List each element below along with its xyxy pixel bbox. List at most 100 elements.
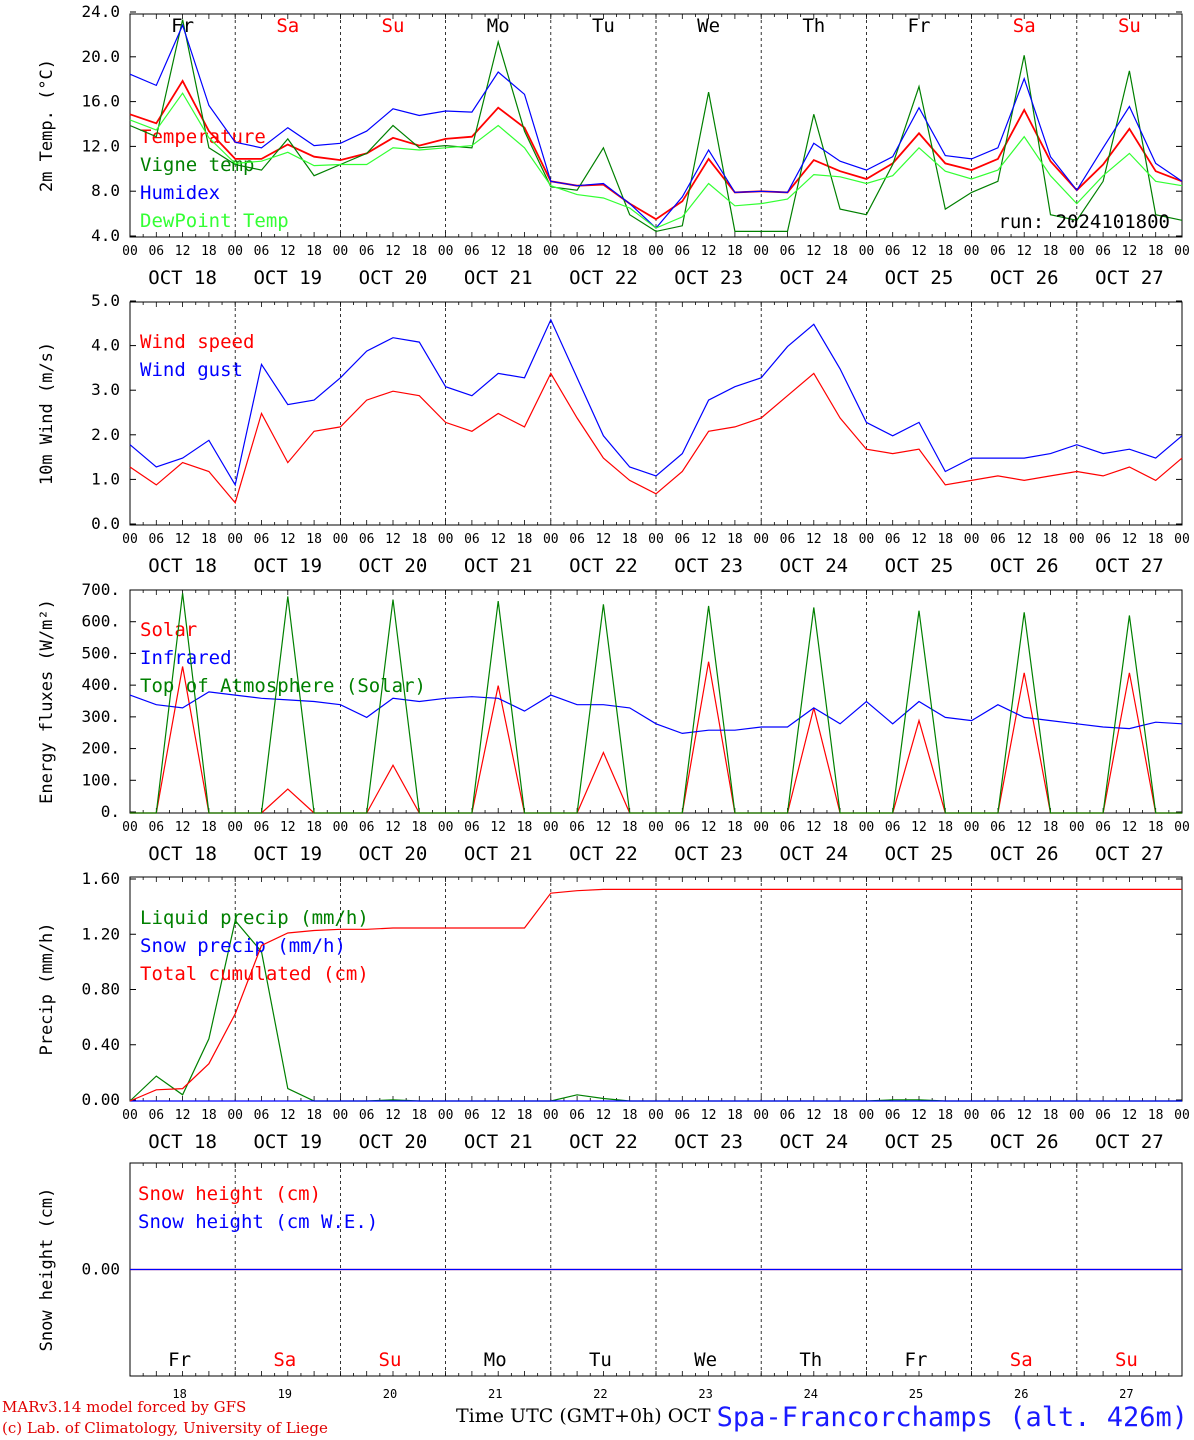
date-label: OCT 22	[569, 555, 638, 577]
hour-tick-label: 06	[674, 532, 690, 547]
date-label: OCT 22	[569, 843, 638, 865]
hour-tick-label: 06	[148, 244, 164, 259]
hour-tick-label: 12	[385, 244, 401, 259]
hour-tick-label: 00	[438, 532, 454, 547]
hour-tick-label: 12	[175, 244, 191, 259]
hour-tick-label: 06	[885, 244, 901, 259]
y-tick-label: 500.	[81, 643, 120, 662]
series-line	[129, 318, 1183, 487]
hour-tick-label: 18	[727, 1108, 743, 1123]
hour-tick-label: 00	[648, 532, 664, 547]
hour-tick-label: 18	[937, 1108, 953, 1123]
series-line	[129, 19, 1183, 233]
hour-tick-label: 06	[990, 1108, 1006, 1123]
hour-tick-label: 00	[648, 1108, 664, 1123]
hour-tick-label: 06	[464, 1108, 480, 1123]
weekday-label: Su	[382, 15, 405, 37]
hour-tick-label: 00	[438, 244, 454, 259]
hour-tick-label: 06	[1095, 244, 1111, 259]
hour-tick-label: 06	[990, 532, 1006, 547]
hour-tick-label: 12	[490, 1108, 506, 1123]
hour-tick-label: 06	[569, 820, 585, 835]
date-label: OCT 27	[1095, 1131, 1164, 1153]
date-label: OCT 21	[464, 1131, 533, 1153]
hour-tick-label: 12	[701, 820, 717, 835]
hour-tick-label: 12	[490, 532, 506, 547]
hour-tick-label: 00	[964, 532, 980, 547]
legend-entry: Snow height (cm W.E.)	[138, 1211, 378, 1233]
series-line	[130, 593, 1182, 814]
hour-tick-label: 06	[464, 820, 480, 835]
hour-tick-label: 00	[122, 820, 138, 835]
date-label: OCT 18	[148, 555, 217, 577]
weekday-label: Sa	[1010, 1349, 1033, 1371]
hour-tick-label: 18	[937, 532, 953, 547]
hour-tick-label: 18	[937, 244, 953, 259]
series-line	[129, 372, 1183, 504]
hour-tick-label: 06	[569, 244, 585, 259]
hour-tick-label: 12	[596, 244, 612, 259]
day-number-label: 20	[383, 1387, 397, 1401]
day-number-label: 21	[488, 1387, 502, 1401]
hour-tick-label: 00	[753, 244, 769, 259]
hour-tick-label: 06	[148, 1108, 164, 1123]
hour-tick-label: 00	[122, 1108, 138, 1123]
weekday-label: Mo	[487, 15, 510, 37]
hour-tick-label: 06	[148, 820, 164, 835]
hour-tick-label: 00	[753, 532, 769, 547]
hour-tick-label: 18	[306, 820, 322, 835]
date-label: OCT 20	[359, 555, 428, 577]
date-label: OCT 25	[885, 843, 954, 865]
hour-tick-label: 12	[280, 532, 296, 547]
y-tick-label: 0.80	[81, 980, 120, 999]
hour-tick-label: 18	[201, 1108, 217, 1123]
hour-tick-label: 00	[648, 820, 664, 835]
date-label: OCT 20	[359, 843, 428, 865]
hour-tick-label: 06	[990, 244, 1006, 259]
hour-tick-label: 12	[1016, 820, 1032, 835]
hour-tick-label: 12	[385, 1108, 401, 1123]
weekday-label: Th	[799, 1349, 822, 1371]
legend-entry: Wind gust	[140, 359, 243, 381]
hour-tick-label: 00	[1174, 532, 1190, 547]
hour-tick-label: 06	[885, 1108, 901, 1123]
hour-tick-label: 12	[175, 1108, 191, 1123]
y-tick-label: 16.0	[81, 92, 120, 111]
legend-entry: Snow height (cm)	[138, 1183, 321, 1205]
hour-tick-label: 00	[227, 244, 243, 259]
y-tick-label: 4.0	[91, 336, 120, 355]
date-label: OCT 27	[1095, 267, 1164, 289]
y-tick-label: 5.0	[91, 291, 120, 310]
y-tick-label: 700.	[81, 580, 120, 599]
hour-tick-label: 12	[701, 532, 717, 547]
weekday-label: Mo	[484, 1349, 507, 1371]
hour-tick-label: 00	[333, 1108, 349, 1123]
hour-tick-label: 18	[622, 532, 638, 547]
date-label: OCT 21	[464, 843, 533, 865]
y-tick-label: 3.0	[91, 380, 120, 399]
legend-entry: Top of Atmosphere (Solar)	[140, 675, 426, 697]
hour-tick-label: 18	[937, 820, 953, 835]
y-tick-label: 0.	[101, 802, 120, 821]
hour-tick-label: 18	[1148, 532, 1164, 547]
hour-tick-label: 00	[543, 820, 559, 835]
date-label: OCT 25	[885, 555, 954, 577]
hour-tick-label: 06	[464, 532, 480, 547]
hour-tick-label: 18	[411, 532, 427, 547]
hour-tick-label: 00	[438, 1108, 454, 1123]
hour-tick-label: 18	[832, 820, 848, 835]
hour-tick-label: 18	[411, 1108, 427, 1123]
site-title: Spa-Francorchamps (alt. 426m)	[716, 1402, 1188, 1433]
day-number-label: 18	[172, 1387, 186, 1401]
y-tick-label: 100.	[81, 770, 120, 789]
weekday-label: Th	[802, 15, 825, 37]
day-number-label: 19	[278, 1387, 292, 1401]
hour-tick-label: 00	[753, 820, 769, 835]
weekday-label: Sa	[1013, 15, 1036, 37]
hour-tick-label: 06	[359, 1108, 375, 1123]
date-label: OCT 21	[464, 267, 533, 289]
series-line	[129, 92, 1183, 229]
legend-entry: Infrared	[140, 647, 232, 669]
y-tick-label: 0.0	[91, 514, 120, 533]
hour-tick-label: 00	[1069, 820, 1085, 835]
